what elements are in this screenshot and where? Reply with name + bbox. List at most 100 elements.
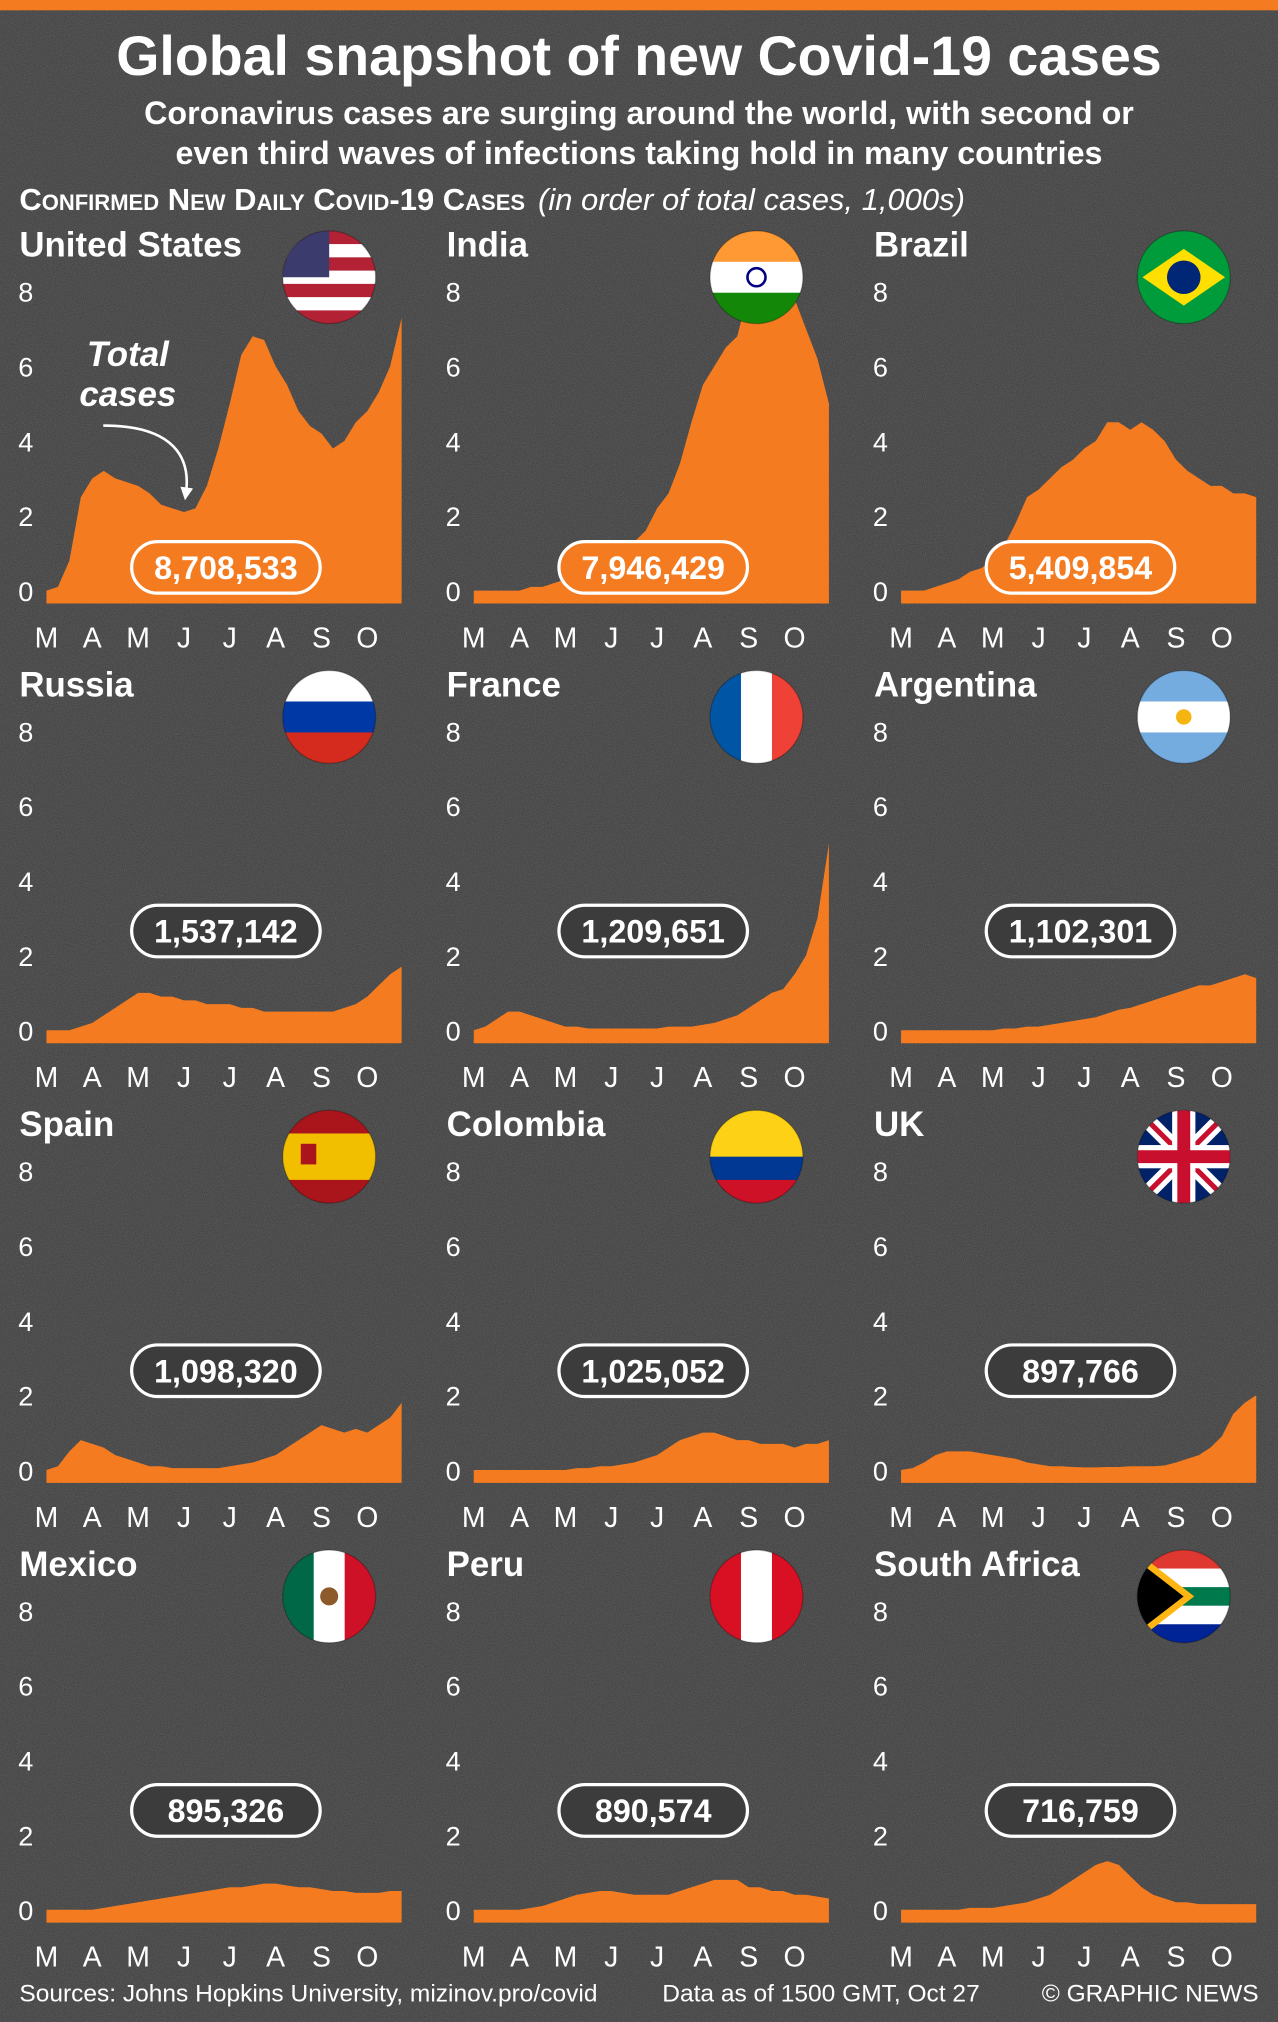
x-tick-label: S [739,1502,758,1534]
x-tick-label: S [739,1942,758,1974]
y-tick-label: 2 [446,501,461,532]
subtitle: Coronavirus cases are surging around the… [144,95,1134,131]
x-tick-label: J [1031,1062,1045,1094]
x-tick-label: M [35,622,59,654]
y-tick-label: 4 [873,1745,888,1776]
flag-outline [709,669,804,765]
total-cases: 716,759 [1022,1793,1139,1829]
y-tick-label: 2 [873,501,888,532]
total-pill [130,1343,322,1399]
total-cases: 895,326 [168,1793,285,1829]
x-tick-label: J [223,1062,237,1094]
x-tick-label: O [784,1942,806,1974]
y-tick-label: 0 [446,576,461,607]
flag-detail [1166,260,1201,295]
y-tick-label: 8 [873,277,888,308]
x-tick-label: M [554,1062,578,1094]
flag-detail [1177,1110,1191,1204]
y-tick-label: 6 [18,1231,33,1262]
flag [282,1109,377,1204]
x-tick-label: J [650,1502,664,1534]
x-tick-label: A [266,1502,285,1534]
x-tick-label: O [1211,622,1233,654]
flag-outline [709,230,804,325]
y-tick-label: 0 [873,1895,888,1926]
total-cases: 8,708,533 [154,550,298,586]
x-tick-label: O [784,622,806,654]
panel-title: Colombia [447,1105,606,1144]
flag [1136,230,1231,325]
x-tick-label: A [937,622,956,654]
y-tick-label: 8 [446,277,461,308]
area [473,1432,829,1483]
y-tick-label: 2 [18,941,33,972]
x-tick-label: O [356,1942,378,1974]
total-pill [130,1783,322,1838]
y-tick-label: 6 [18,791,33,822]
y-tick-label: 6 [446,1231,461,1262]
x-tick-label: A [693,1942,712,1974]
y-tick-label: 0 [873,1455,888,1486]
total-cases: 1,102,301 [1009,914,1153,950]
flag-outline [282,230,377,325]
y-tick-label: 0 [873,576,888,607]
y-tick-label: 2 [873,1381,888,1412]
x-tick-label: M [126,1062,150,1094]
x-tick-label: M [462,1502,486,1534]
y-tick-label: 8 [446,1596,461,1627]
x-tick-label: J [1031,622,1045,654]
y-tick-label: 2 [873,1820,888,1851]
sources: Sources: Johns Hopkins University, mizin… [19,1980,597,2007]
y-tick-label: 2 [446,1820,461,1851]
x-tick-label: M [889,1942,913,1974]
x-tick-label: M [126,1942,150,1974]
x-tick-label: J [1077,1502,1091,1534]
x-tick-label: A [510,622,529,654]
x-tick-label: J [604,1942,618,1974]
subtitle: even third waves of infections taking ho… [176,135,1103,171]
y-tick-label: 2 [446,941,461,972]
x-tick-label: M [462,1942,486,1974]
x-tick-label: M [889,1502,913,1534]
x-tick-label: M [126,622,150,654]
y-tick-label: 6 [446,1671,461,1702]
x-tick-label: S [312,1062,331,1094]
y-tick-label: 2 [446,1381,461,1412]
x-tick-label: O [356,1062,378,1094]
total-pill [557,1343,750,1399]
annotation: Total [87,335,170,374]
total-cases: 1,025,052 [581,1353,725,1389]
y-tick-label: 4 [446,426,461,457]
x-tick-label: A [510,1062,529,1094]
area [901,974,1257,1044]
total-cases: 5,409,854 [1009,550,1153,586]
flag-stripe [710,1156,803,1181]
flag [1136,1549,1231,1644]
annotation-arrow [103,424,194,501]
x-tick-label: J [177,1062,191,1094]
y-tick-label: 6 [18,352,33,383]
x-tick-label: O [784,1062,806,1094]
y-tick-label: 0 [446,1455,461,1486]
panel-title: United States [19,226,242,265]
panel-title: Mexico [19,1545,137,1584]
x-tick-label: M [462,1062,486,1094]
flag-outline [1136,1549,1231,1644]
y-tick-label: 0 [18,1895,33,1926]
y-tick-label: 2 [18,1820,33,1851]
flag-stripe [282,1156,376,1181]
total-pill [984,903,1177,959]
x-tick-label: S [312,1502,331,1534]
y-tick-label: 8 [18,1156,33,1187]
flag [282,669,377,765]
flag-detail [746,266,767,288]
total-pill [984,539,1177,595]
x-tick-label: S [1167,1502,1186,1534]
y-tick-label: 8 [18,277,33,308]
flag-outline [1136,230,1231,325]
flag-outline [1136,669,1231,765]
